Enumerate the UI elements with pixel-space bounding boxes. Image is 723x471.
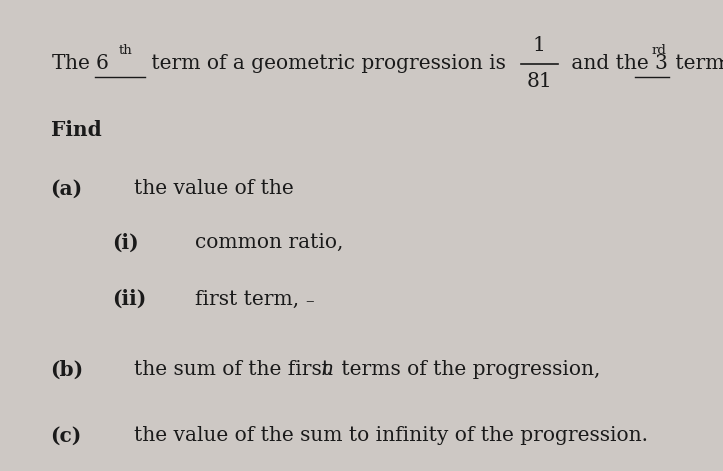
Text: term of a geometric progression is: term of a geometric progression is — [145, 54, 506, 73]
Text: th: th — [119, 44, 132, 57]
Text: (i): (i) — [112, 233, 139, 252]
Text: the sum of the first: the sum of the first — [134, 360, 336, 379]
Text: 81: 81 — [526, 72, 552, 91]
Text: first term,: first term, — [195, 290, 299, 309]
Text: terms of the progression,: terms of the progression, — [335, 360, 600, 379]
Text: rd: rd — [651, 44, 667, 57]
Text: (c): (c) — [51, 426, 82, 446]
Text: and the 3: and the 3 — [565, 54, 668, 73]
Text: –: – — [305, 293, 314, 310]
Text: 1: 1 — [533, 36, 546, 55]
Text: n: n — [320, 360, 333, 379]
Text: −: − — [717, 52, 723, 71]
Text: (b): (b) — [51, 360, 84, 380]
Text: Find: Find — [51, 120, 101, 139]
Text: term is: term is — [669, 54, 723, 73]
Text: common ratio,: common ratio, — [195, 233, 343, 252]
Text: (ii): (ii) — [112, 289, 146, 309]
Text: the value of the sum to infinity of the progression.: the value of the sum to infinity of the … — [134, 426, 648, 445]
Text: (a): (a) — [51, 179, 82, 198]
Text: The $\mathregular{6}$: The $\mathregular{6}$ — [51, 54, 109, 73]
Text: the value of the: the value of the — [134, 179, 294, 198]
